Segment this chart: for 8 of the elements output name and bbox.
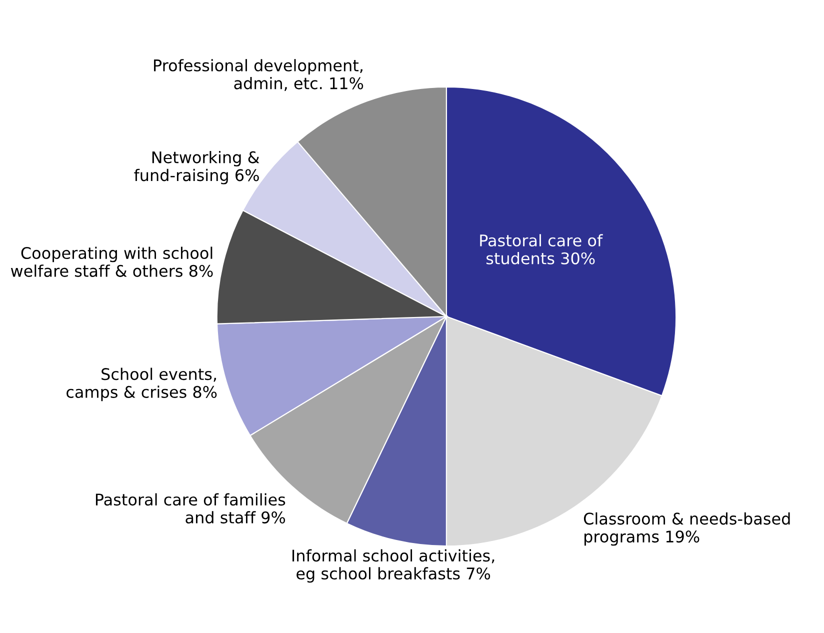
slice-label: Cooperating with school welfare staff & others 8% — [10, 246, 213, 277]
slice-label: Classroom & needs-based programs 19% — [584, 512, 790, 546]
slice-label: Pastoral care of students 30% — [480, 234, 603, 264]
slice-label: Professional development, admin, etc. 11% — [154, 59, 364, 91]
slice-label: Pastoral care of families and staff 9% — [96, 493, 286, 524]
slice-label: Networking & fund-raising 6% — [134, 150, 260, 184]
slice-label: School events, camps & crises 8% — [66, 368, 217, 402]
slice-label: Informal school activities, eg school breakfasts 7% — [292, 549, 494, 583]
